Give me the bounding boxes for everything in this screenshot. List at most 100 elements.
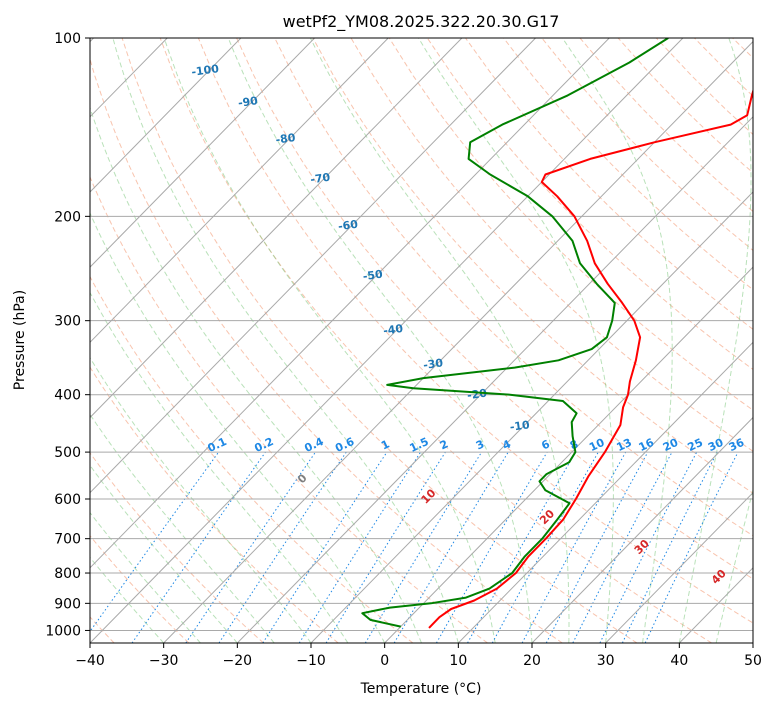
mixing-ratio-line [545, 451, 649, 643]
x-tick-label: 50 [744, 653, 762, 669]
moist-adiabat [90, 356, 312, 643]
dry-adiabat [236, 38, 753, 580]
profile-lines [361, 38, 753, 629]
isotherm [310, 191, 753, 643]
isotherm [90, 38, 610, 569]
y-tick-label: 400 [54, 388, 81, 404]
mixing-ratio-line [262, 451, 388, 643]
moist-adiabat [90, 511, 201, 643]
mixing-ratio-line [90, 451, 220, 633]
chart-title: wetPf2_YM08.2025.322.20.30.G17 [283, 12, 560, 32]
mixing-ratio-line [218, 451, 347, 643]
isotherm [457, 341, 753, 643]
x-tick-label: 10 [449, 653, 467, 669]
x-tick-label: 20 [523, 653, 541, 669]
x-tick-label: −20 [223, 653, 253, 669]
isotherm-label: -30 [422, 356, 444, 372]
isotherm [163, 40, 753, 643]
isotherm-label: -40 [382, 322, 404, 338]
x-axis-label: Temperature (°C) [360, 681, 482, 697]
plot-area: -100-90-80-70-60-50-40-30-20-100.1 0.2 0.4… [90, 38, 753, 643]
isotherm-label: -80 [275, 131, 297, 147]
moist-adiabat [715, 488, 753, 643]
isotherm [90, 38, 536, 494]
dry-adiabat [90, 534, 190, 643]
moist-adiabat [90, 413, 275, 643]
mixing-ratio-label: 25 [686, 436, 705, 454]
moist-adiabat [90, 291, 349, 643]
dry-adiabat [503, 38, 753, 291]
moist-adiabat [90, 464, 238, 643]
moist-adiabat [418, 38, 614, 643]
x-tick-label: −30 [149, 653, 179, 669]
moist-adiabat [227, 38, 533, 643]
dry-adiabats [90, 38, 753, 643]
mixing-ratio-line [521, 451, 627, 643]
mixing-ratio-label: 16 [637, 436, 657, 454]
isotherm [384, 266, 753, 643]
y-tick-label: 100 [54, 31, 81, 47]
isotherm [90, 38, 389, 344]
isotherm [605, 491, 753, 643]
x-tick-label: −10 [296, 653, 326, 669]
dry-adiabat [274, 38, 753, 537]
moist-adiabat [561, 38, 673, 643]
isotherm-label: -10 [509, 418, 531, 434]
mixing-ratio-line [364, 451, 483, 643]
dry-adiabat [121, 38, 638, 643]
y-tick-label: 300 [54, 314, 81, 330]
x-tick-label: 40 [670, 653, 688, 669]
moist-adiabats [90, 38, 753, 643]
isotherm-label: -70 [310, 171, 332, 187]
dry-adiabat [388, 38, 753, 411]
x-tick-label: 0 [380, 653, 389, 669]
x-axis-ticks: −40 −30 −20 −10 0 10 20 30 40 50 [75, 643, 762, 669]
dry-adiabat [90, 57, 563, 643]
moist-adiabat [309, 38, 570, 643]
mixing-ratio-label: 36 [727, 436, 747, 454]
dry-adiabat [159, 38, 712, 643]
moist-adiabat [90, 556, 165, 643]
moist-adiabat [90, 211, 386, 643]
isotherm [90, 38, 242, 193]
mixing-ratio-line [298, 451, 422, 643]
mixing-ratio-line [131, 451, 266, 643]
mixing-ratio-label: 13 [615, 436, 634, 454]
isotherms [90, 38, 753, 643]
reference-line-labels: -100-90-80-70-60-50-40-30-20-100.1 0.2 0.4… [191, 62, 747, 587]
temperature-profile [428, 88, 753, 629]
mixing-ratio-label: 10 [587, 436, 607, 454]
moist-adiabat [163, 38, 496, 643]
isotherm [236, 116, 753, 643]
dry-adiabat [90, 366, 339, 643]
isotherm-label: -50 [362, 268, 384, 284]
dry-adiabat [312, 38, 753, 494]
mixing-ratio-label: 20 [661, 436, 681, 454]
mixing-ratio-line [599, 451, 698, 643]
isotherm [90, 38, 684, 643]
y-axis-label: Pressure (hPa) [12, 290, 28, 390]
isotherm-label: -60 [337, 218, 359, 234]
y-tick-label: 700 [54, 532, 81, 548]
plot-frame [89, 37, 754, 644]
dewpoint-profile [361, 38, 669, 628]
isotherm [531, 416, 753, 643]
isotherm-label: -90 [237, 94, 259, 110]
y-tick-label: 500 [54, 445, 81, 461]
isotherm [90, 38, 315, 268]
y-tick-label: 600 [54, 492, 81, 508]
x-tick-label: 30 [597, 653, 615, 669]
mixing-ratio-line [621, 451, 718, 643]
y-tick-label: 800 [54, 566, 81, 582]
dry-adiabat [90, 275, 414, 643]
mixing-ratio-line [467, 451, 577, 643]
mixing-ratio-line [185, 451, 316, 643]
y-axis-ticks: 100 200 300 400 500 600 700 800 900 1000 [45, 31, 90, 639]
moist-adiabat [90, 106, 422, 643]
dry-adiabat [197, 38, 753, 624]
y-tick-label: 900 [54, 596, 81, 612]
y-tick-label: 1000 [45, 623, 81, 639]
isotherm [90, 38, 463, 419]
